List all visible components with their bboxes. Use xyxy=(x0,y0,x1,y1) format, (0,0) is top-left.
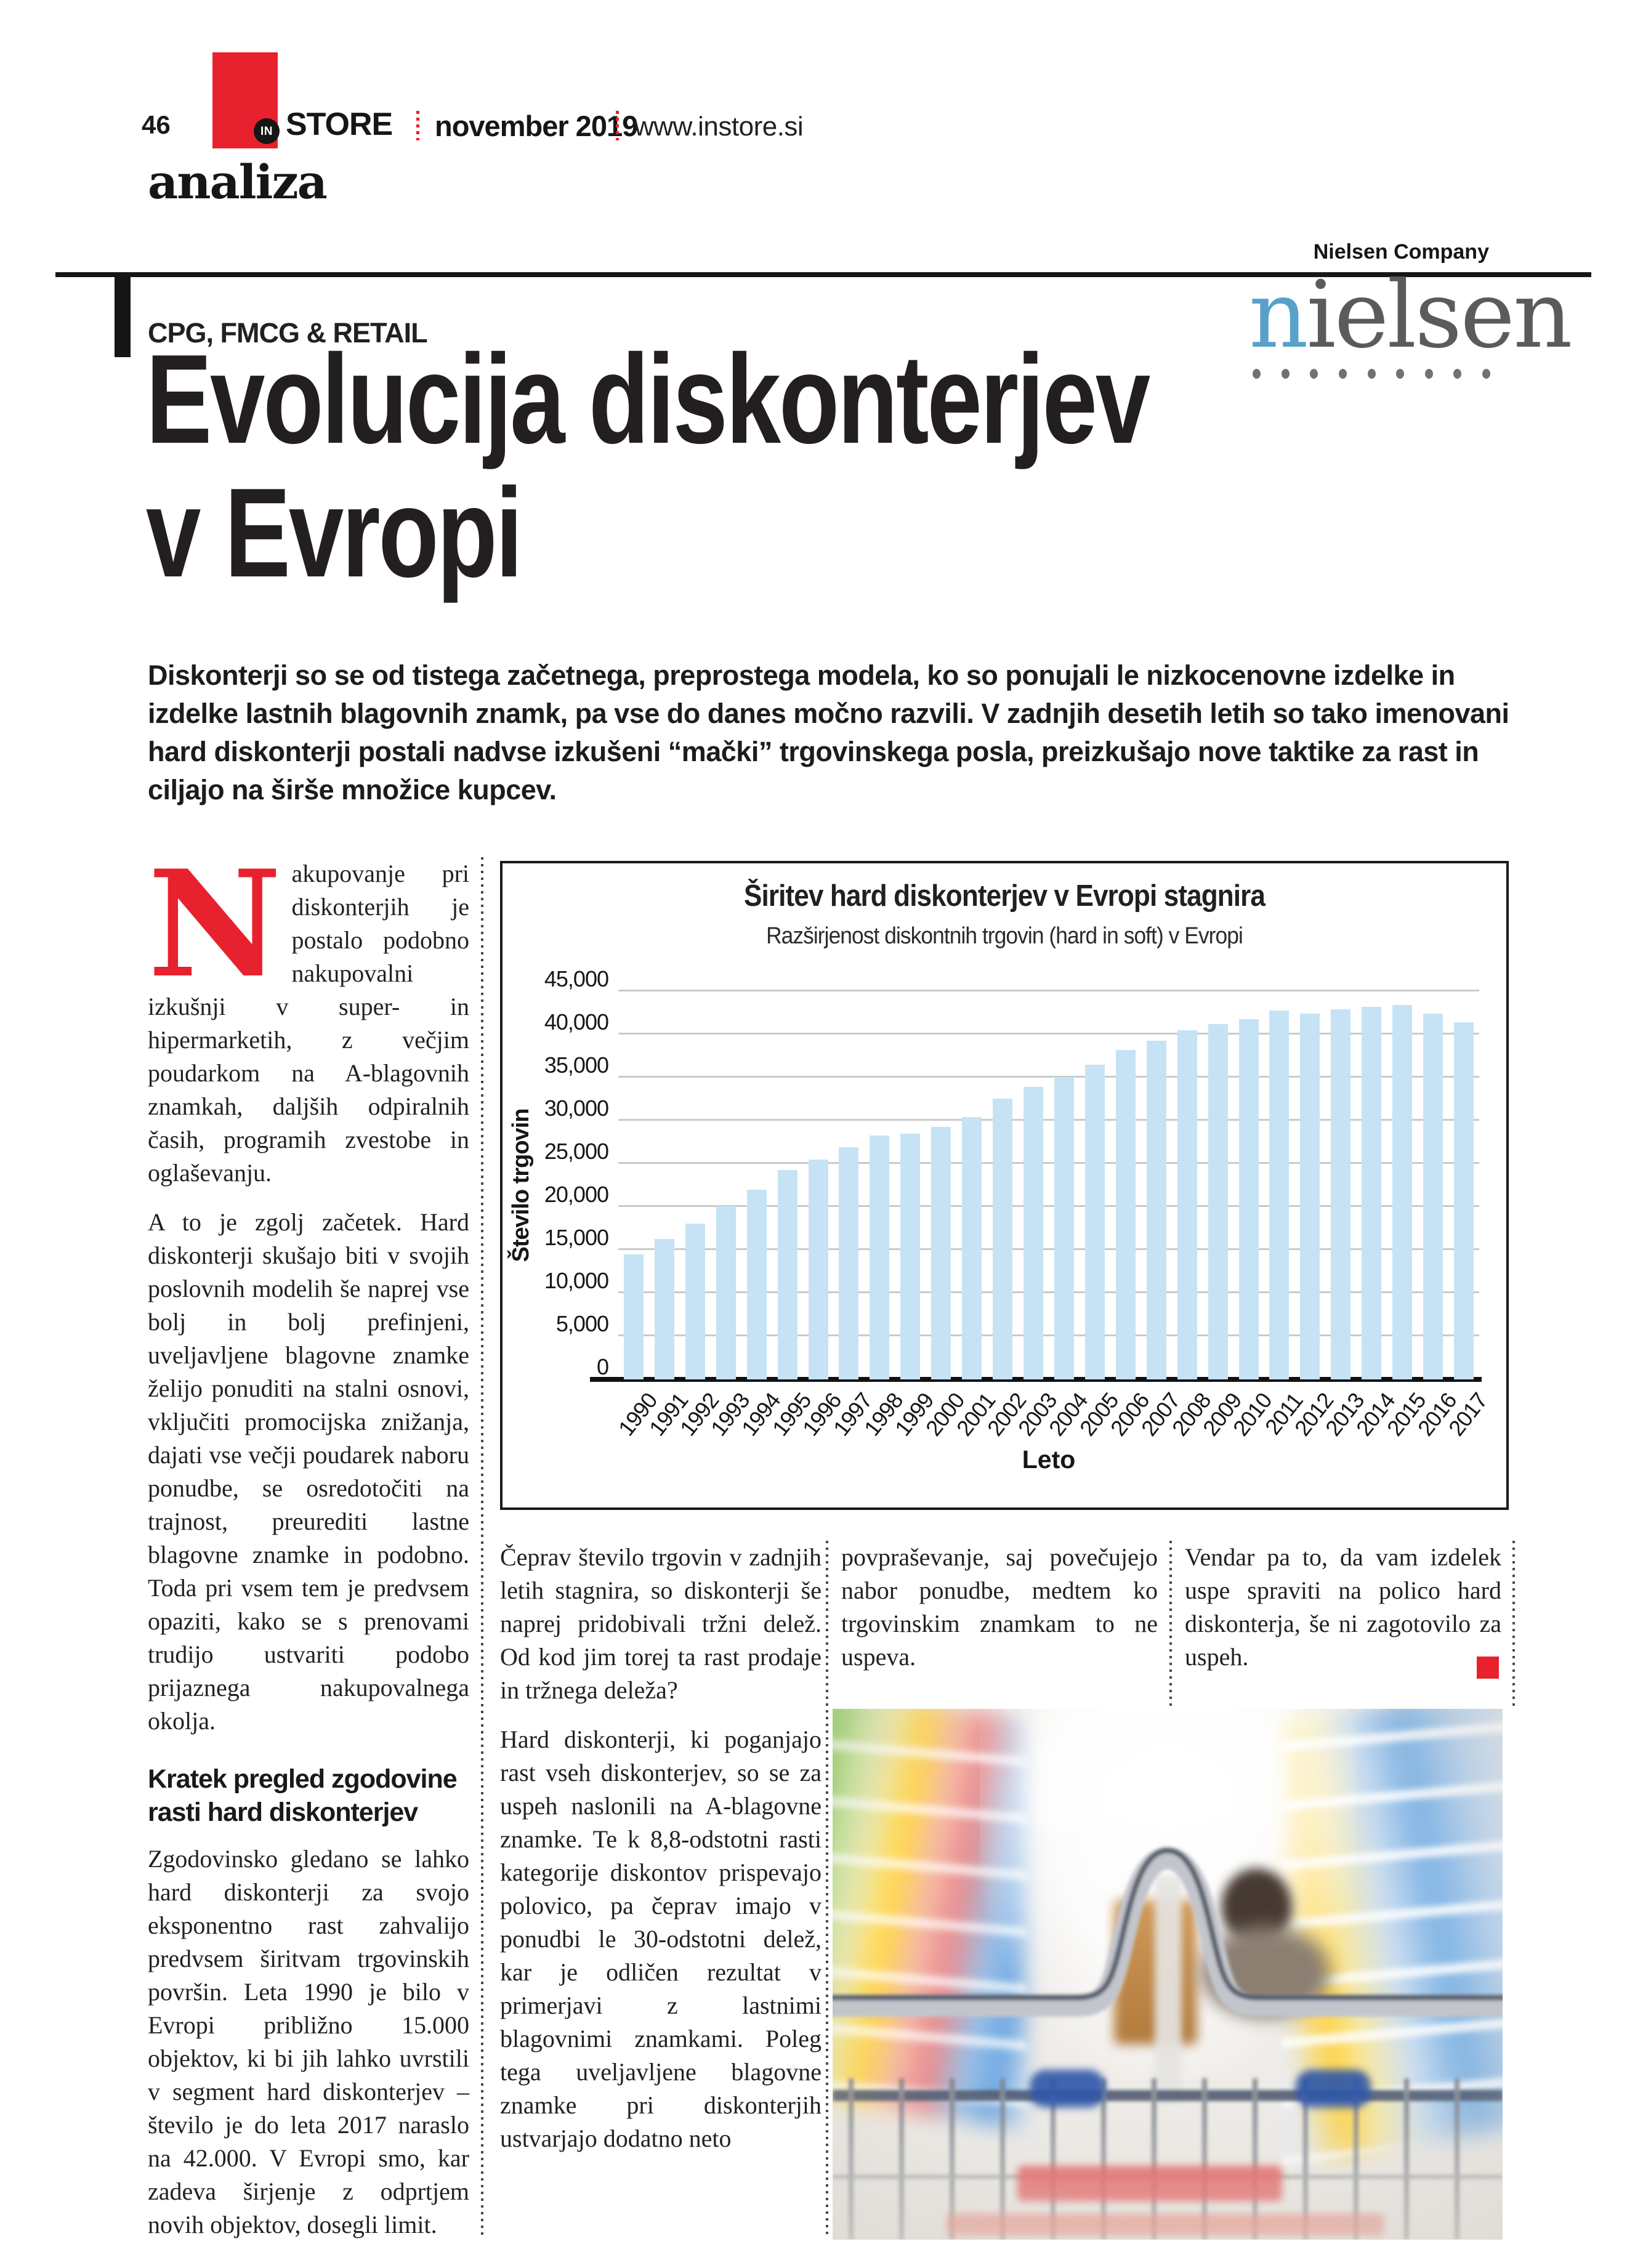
chart-y-tick: 45,000 xyxy=(544,966,609,991)
article-headline: Evolucija diskonterjev v Evropi xyxy=(146,328,1150,603)
column-divider xyxy=(1169,1541,1172,1706)
chart-bar-1993 xyxy=(716,1206,736,1379)
chart-gridline xyxy=(618,1162,1479,1164)
chart-bar-2013 xyxy=(1331,1009,1351,1379)
column-divider xyxy=(481,857,483,2237)
section-title: analiza xyxy=(148,155,328,209)
chart-gridline xyxy=(618,1334,1479,1337)
chart-y-tick: 15,000 xyxy=(544,1225,609,1251)
chart-bar-1994 xyxy=(746,1190,767,1379)
chart-bar-1998 xyxy=(870,1135,890,1379)
shopping-cart-photo xyxy=(833,1709,1503,2240)
chart-y-tick: 5,000 xyxy=(555,1311,609,1337)
chart-bar-2016 xyxy=(1423,1014,1443,1379)
chart-bar-2017 xyxy=(1454,1022,1474,1379)
drop-cap: N xyxy=(148,839,282,1011)
chart-bar-1991 xyxy=(654,1238,674,1379)
chart-bar-2006 xyxy=(1115,1050,1136,1379)
nielsen-dots-icon xyxy=(1253,369,1490,379)
chart-bar-1995 xyxy=(777,1169,797,1379)
end-of-article-marker xyxy=(1477,1657,1499,1679)
chart-bar-1996 xyxy=(808,1160,828,1379)
chart-bar-1990 xyxy=(623,1254,644,1379)
chart-plot-area: Število trgovin 0 5,000 10,000 15,000 20,000… xyxy=(508,968,1492,1441)
paragraph: Hard diskonterji, ki poganjajo rast vseh… xyxy=(500,1725,822,2152)
article-standfirst: Diskonterji so se od tistega začetnega, … xyxy=(148,660,1509,805)
masthead-store: STORE xyxy=(286,107,393,142)
paragraph: A to je zgolj začetek. Hard diskonterji … xyxy=(148,1208,469,1735)
chart-bar-2010 xyxy=(1238,1019,1259,1379)
nielsen-wordmark: nielsen xyxy=(1249,262,1573,369)
chart-subtitle: Razširjenost diskontnih trgovin (hard in… xyxy=(766,923,1243,949)
chart-gridline xyxy=(618,1291,1479,1294)
chart-bar-1992 xyxy=(685,1223,705,1379)
masthead-separator-icon xyxy=(616,111,619,140)
in-circle-icon: IN xyxy=(254,118,280,144)
chart-bar-2011 xyxy=(1269,1010,1290,1379)
chart-bar-2007 xyxy=(1146,1040,1166,1379)
chart-y-tick: 20,000 xyxy=(544,1182,609,1208)
chart-gridline xyxy=(618,1248,1479,1250)
subheading: Kratek pregled zgodovine rasti hard disk… xyxy=(148,1764,458,1827)
chart-y-tick: 40,000 xyxy=(544,1009,609,1035)
company-credit: Nielsen Company xyxy=(1313,240,1489,264)
header-rule xyxy=(55,272,1591,277)
body-column-4: Vendar pa to, da vam izdelek uspe spravi… xyxy=(1185,1541,1501,1690)
column-divider xyxy=(1512,1541,1515,1706)
chart-gridline xyxy=(618,990,1479,991)
chart-gridline xyxy=(618,1033,1479,1035)
chart-x-axis-line xyxy=(590,1377,1482,1382)
chart-bar-2005 xyxy=(1084,1065,1105,1379)
chart-title: Širitev hard diskonterjev v Evropi stagn… xyxy=(743,879,1266,913)
chart-bar-2008 xyxy=(1177,1030,1197,1379)
chart-bar-2014 xyxy=(1362,1007,1382,1379)
chart-bar-2009 xyxy=(1208,1024,1228,1379)
issue-date: november 2019 xyxy=(435,110,638,142)
chart-gridline xyxy=(618,1076,1479,1078)
paragraph: Zgodovinsko gledano se lahko hard diskon… xyxy=(148,1845,469,2238)
nielsen-logo: nielsen xyxy=(1249,262,1573,379)
chart-y-tick: 35,000 xyxy=(544,1052,609,1078)
article-kicker: CPG, FMCG & RETAIL xyxy=(148,317,428,349)
page-number: 46 xyxy=(142,110,171,139)
chart-bar-2001 xyxy=(962,1117,982,1379)
chart-bar-2004 xyxy=(1054,1076,1074,1379)
chart-y-tick: 25,000 xyxy=(544,1139,609,1164)
chart-bar-2015 xyxy=(1392,1005,1413,1379)
paragraph: povpraševanje, saj povečujejo nabor ponu… xyxy=(841,1543,1158,1671)
chart-bar-1997 xyxy=(839,1147,859,1379)
chart-bar-2002 xyxy=(993,1098,1013,1379)
chart-panel: Širitev hard diskonterjev v Evropi stagn… xyxy=(500,861,1509,1510)
website-url: www.instore.si xyxy=(634,111,804,142)
chart-bar-2012 xyxy=(1300,1014,1320,1379)
body-column-2: Čeprav število trgovin v zadnjih letih s… xyxy=(500,1541,822,2171)
masthead-separator-icon xyxy=(416,111,419,140)
chart-gridline xyxy=(618,1205,1479,1208)
chart-y-tick: 10,000 xyxy=(544,1268,609,1294)
chart-bar-2003 xyxy=(1023,1087,1043,1379)
chart-y-tick: 30,000 xyxy=(544,1096,609,1121)
paragraph: Vendar pa to, da vam izdelek uspe spravi… xyxy=(1185,1543,1501,1671)
chart-y-tick: 0 xyxy=(596,1354,609,1379)
paragraph: Čeprav število trgovin v zadnjih letih s… xyxy=(500,1543,822,1704)
chart-y-axis-label: Število trgovin xyxy=(508,1108,534,1262)
chart-bar-1999 xyxy=(900,1134,921,1379)
kicker-bar xyxy=(115,272,131,357)
body-column-3: povpraševanje, saj povečujejo nabor ponu… xyxy=(841,1541,1158,1690)
chart-bar-2000 xyxy=(931,1126,951,1379)
chart-x-axis-label: Leto xyxy=(1022,1445,1076,1474)
chart-gridline xyxy=(618,1119,1479,1121)
column-divider xyxy=(826,1541,828,2237)
